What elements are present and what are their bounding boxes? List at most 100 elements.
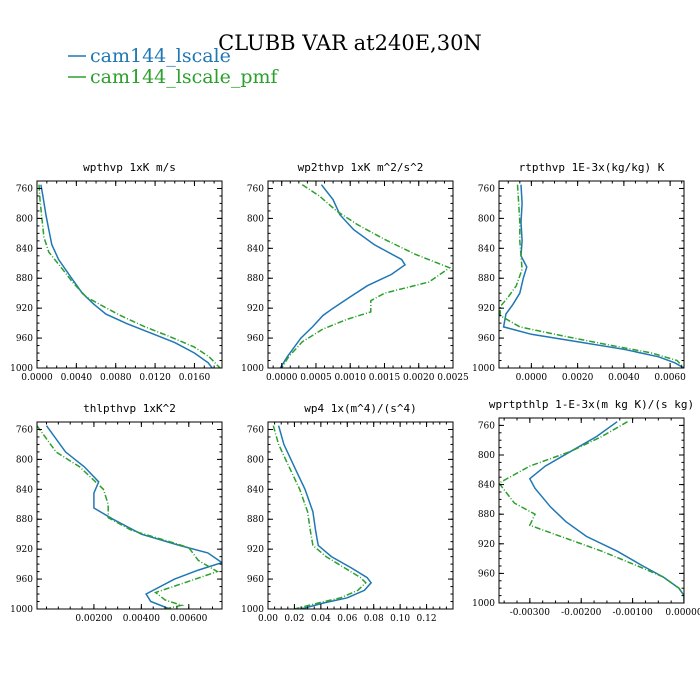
y-tick-label: 1000 <box>241 605 264 615</box>
y-tick-label: 880 <box>16 274 33 284</box>
series-group <box>279 184 452 368</box>
series-line-lscale <box>279 184 407 368</box>
panel-title: wprtpthlp 1-E-3x(m kg K)/(s kg) <box>489 398 694 411</box>
panel-6: wprtpthlp 1-E-3x(m kg K)/(s kg) 760 800 840… <box>472 398 700 618</box>
x-tick-label: 0.0010 <box>334 373 366 383</box>
legend-item: cam144_lscale_pmf <box>68 66 280 88</box>
y-tick-label: 760 <box>247 184 264 194</box>
x-tick-label: 0.0040 <box>608 373 640 383</box>
x-tick-label: 0.0000 <box>21 373 53 383</box>
series-line-lscale-pmf <box>499 421 684 603</box>
x-tick-label: -0.00200 <box>561 608 602 618</box>
y-tick-label: 800 <box>247 214 264 224</box>
y-tick-label: 1000 <box>472 364 495 374</box>
y-tick-label: 800 <box>16 214 33 224</box>
series-line-lscale-pmf <box>499 184 684 368</box>
y-tick-label: 960 <box>16 575 33 585</box>
series-line-lscale <box>277 425 373 609</box>
y-tick-label: 760 <box>16 425 33 435</box>
panel-title: rtpthvp 1E-3x(kg/kg) K <box>519 161 665 174</box>
y-tick-label: 920 <box>16 304 33 314</box>
series-line-lscale-pmf <box>272 425 367 609</box>
y-tick-label: 1000 <box>10 605 33 615</box>
x-tick-label: 0.06 <box>337 614 357 624</box>
y-tick-label: 840 <box>16 485 33 495</box>
x-tick-label: 0.0020 <box>403 373 435 383</box>
x-tick-label: 0.0080 <box>100 373 132 383</box>
series-group <box>499 421 684 603</box>
y-tick-label: 960 <box>247 575 264 585</box>
x-tick-label: 0.00 <box>258 614 278 624</box>
y-tick-label: 920 <box>16 545 33 555</box>
y-tick-label: 880 <box>478 510 495 520</box>
y-tick-label: 880 <box>247 274 264 284</box>
y-tick-label: 920 <box>247 545 264 555</box>
x-tick-label: 0.0120 <box>139 373 171 383</box>
y-tick-label: 760 <box>247 425 264 435</box>
panels: wpthvp 1xK m/s76080084088092096010000.00… <box>10 161 700 624</box>
plot-frame <box>267 180 454 369</box>
series-line-lscale <box>40 184 213 368</box>
panel-title: thlpthvp 1xK^2 <box>83 402 176 415</box>
series-line-lscale-pmf <box>281 184 452 368</box>
y-tick-label: 840 <box>478 244 495 254</box>
y-tick-label: 760 <box>16 184 33 194</box>
x-tick-label: 0.00200 <box>75 614 112 624</box>
y-tick-label: 960 <box>478 334 495 344</box>
x-tick-label: 0.02 <box>284 614 304 624</box>
y-tick-label: 960 <box>478 569 495 579</box>
x-tick-label: 0.08 <box>364 614 384 624</box>
x-tick-label: 0.04 <box>311 614 331 624</box>
series-line-lscale-pmf <box>38 184 221 368</box>
figure-title: CLUBB VAR at240E,30N <box>218 31 482 55</box>
x-tick-label: -0.00100 <box>612 608 653 618</box>
x-tick-label: 0.0000 <box>266 373 298 383</box>
series-line-lscale <box>528 421 684 603</box>
x-tick-label: 0.0000 <box>516 373 548 383</box>
y-tick-label: 800 <box>478 451 495 461</box>
y-tick-label: 920 <box>478 304 495 314</box>
y-tick-label: 800 <box>247 455 264 465</box>
panel-title: wp4 1x(m^4)/(s^4) <box>304 402 417 415</box>
x-tick-label: 0.0040 <box>61 373 93 383</box>
y-tick-label: 1000 <box>472 599 495 609</box>
panel-title: wpthvp 1xK m/s <box>83 161 176 174</box>
series-line-lscale <box>502 184 684 368</box>
y-tick-label: 760 <box>478 421 495 431</box>
x-tick-label: 0.0020 <box>562 373 594 383</box>
legend-label: cam144_lscale_pmf <box>90 66 280 88</box>
panel-title: wp2thvp 1xK m^2/s^2 <box>298 161 424 174</box>
series-group <box>38 184 221 368</box>
panel-2: wp2thvp 1xK m^2/s^2 760 800 840 880 920 960 100… <box>241 161 469 383</box>
y-tick-label: 1000 <box>241 364 264 374</box>
y-tick-label: 880 <box>16 515 33 525</box>
legend-label: cam144_lscale <box>90 45 231 67</box>
x-tick-label: 0.12 <box>417 614 437 624</box>
y-tick-label: 920 <box>478 540 495 550</box>
y-tick-label: 920 <box>247 304 264 314</box>
panel-5: wp4 1x(m^4)/(s^4)76080084088092096010000… <box>241 402 454 624</box>
y-tick-label: 840 <box>247 485 264 495</box>
x-tick-label: 0.0025 <box>437 373 469 383</box>
series-group <box>272 425 373 609</box>
y-tick-label: 880 <box>247 515 264 525</box>
series-line-lscale <box>45 425 222 609</box>
x-tick-label: 0.0005 <box>300 373 332 383</box>
x-tick-label: 0.0060 <box>654 373 686 383</box>
y-tick-label: 1000 <box>10 364 33 374</box>
y-tick-label: 840 <box>478 481 495 491</box>
plot-frame <box>267 421 454 610</box>
x-tick-label: 0.00400 <box>123 614 160 624</box>
panel-1: wpthvp 1xK m/s76080084088092096010000.00… <box>10 161 223 383</box>
x-tick-label: 0.0160 <box>179 373 211 383</box>
x-tick-label: 0.00600 <box>170 614 207 624</box>
y-tick-label: 800 <box>16 455 33 465</box>
panel-4: thlpthvp 1xK^2 760 800 840 880 920 960 1000 0.00… <box>10 402 223 624</box>
x-tick-label: 0.10 <box>390 614 410 624</box>
y-tick-label: 840 <box>247 244 264 254</box>
x-tick-label: 0.00000 <box>665 608 700 618</box>
series-group <box>37 425 222 609</box>
y-tick-label: 840 <box>16 244 33 254</box>
